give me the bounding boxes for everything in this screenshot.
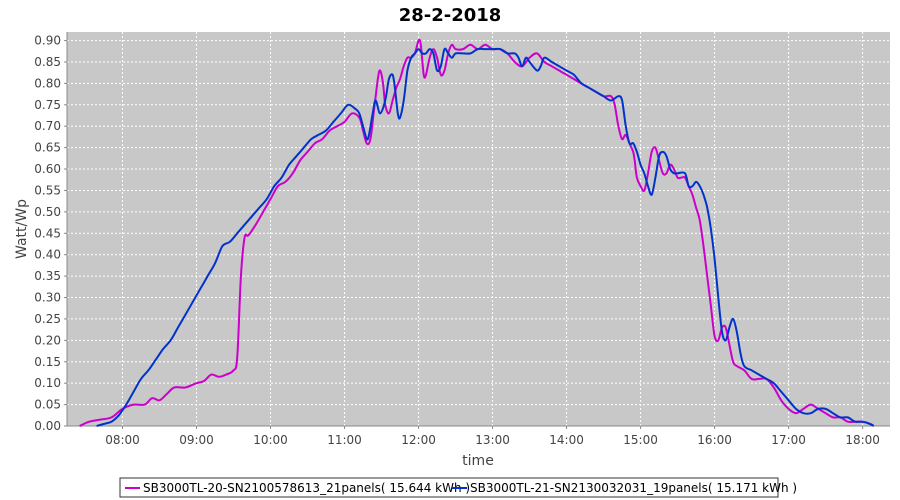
y-tick-label: 0.05 [34,398,61,412]
x-tick-label: 18:00 [845,433,880,447]
plot-area [67,32,890,426]
x-axis-title: time [462,453,494,469]
x-tick-label: 08:00 [105,433,140,447]
y-tick-label: 0.40 [34,248,61,262]
x-tick-label: 09:00 [179,433,214,447]
series-line-sb3000tl-21 [96,47,875,427]
y-tick-label: 0.60 [34,162,61,176]
x-tick-label: 12:00 [401,433,436,447]
y-tick-label: 0.20 [34,333,61,347]
y-axis: 0.00 0.05 0.10 0.15 0.20 0.25 0.30 0.35 0.40 0.45… [34,32,68,433]
legend-box [119,477,779,498]
y-tick-label: 0.85 [34,55,61,69]
y-tick-label: 0.80 [34,76,61,90]
x-tick-label: 13:00 [475,433,510,447]
y-axis-title: Watt/Wp [14,199,30,259]
x-tick-label: 15:00 [623,433,658,447]
y-tick-label: 0.90 [34,34,61,48]
y-tick-label: 0.10 [34,376,61,390]
x-tick-label: 10:00 [253,433,288,447]
y-tick-label: 0.45 [34,226,61,240]
y-tick-label: 0.00 [34,419,61,433]
x-axis: 08:00 09:00 10:00 11:00 12:00 13:00 14:00 15:00… [67,425,890,447]
y-tick-label: 0.55 [34,183,61,197]
y-tick-label: 0.75 [34,98,61,112]
legend-label-sb3000tl-20: SB3000TL-20-SN2100578613_21panels( 15.64… [143,481,470,495]
y-tick-label: 0.35 [34,269,61,283]
y-tick-label: 0.50 [34,205,61,219]
x-tick-label: 11:00 [327,433,362,447]
y-tick-label: 0.15 [34,355,61,369]
y-tick-label: 0.30 [34,291,61,305]
chart-title: 28-2-2018 [399,5,502,26]
grid [67,32,890,426]
y-tick-label: 0.70 [34,119,61,133]
y-tick-label: 0.65 [34,141,61,155]
legend: SB3000TL-20-SN2100578613_21panels( 15.64… [119,477,797,498]
x-tick-label: 16:00 [697,433,732,447]
y-tick-label: 0.25 [34,312,61,326]
x-tick-label: 14:00 [549,433,584,447]
legend-label-sb3000tl-21: SB3000TL-21-SN2130032031_19panels( 15.17… [470,481,797,495]
x-tick-label: 17:00 [771,433,806,447]
series-layer [79,38,875,427]
